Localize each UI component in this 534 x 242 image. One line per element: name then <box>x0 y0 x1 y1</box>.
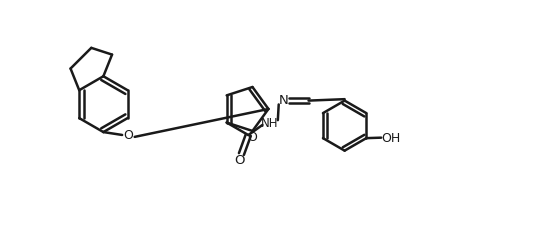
Text: O: O <box>123 129 134 143</box>
Text: O: O <box>234 154 245 167</box>
Text: N: N <box>279 94 288 107</box>
Text: NH: NH <box>261 117 278 129</box>
Text: OH: OH <box>381 132 400 145</box>
Text: O: O <box>248 131 257 144</box>
